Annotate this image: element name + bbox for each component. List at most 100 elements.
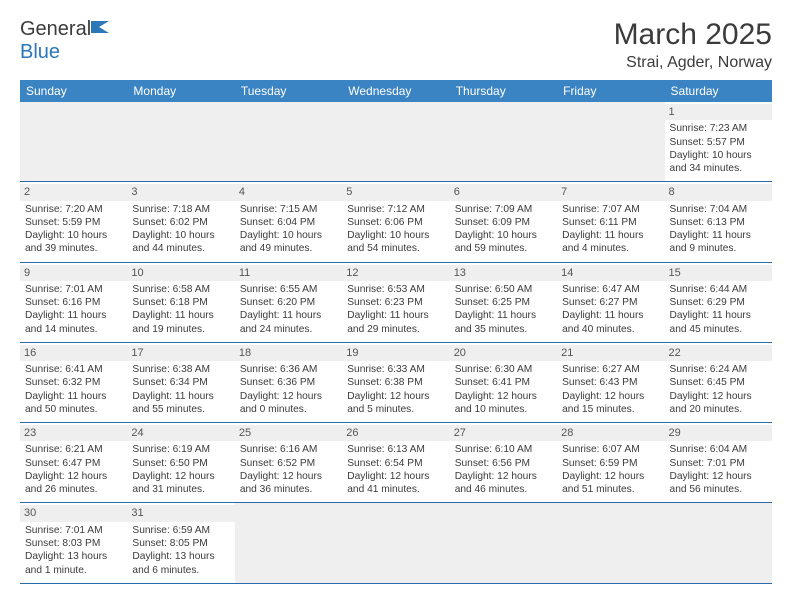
cell-daylight: Daylight: 12 hours and 36 minutes. [240,470,337,497]
calendar-cell [450,102,557,182]
calendar-cell: 12Sunrise: 6:53 AMSunset: 6:23 PMDayligh… [342,262,449,342]
cell-daylight: Daylight: 12 hours and 15 minutes. [562,390,659,417]
calendar-cell [127,102,234,182]
calendar-cell: 8Sunrise: 7:04 AMSunset: 6:13 PMDaylight… [665,182,772,262]
cell-sunrise: Sunrise: 7:12 AM [347,203,444,216]
calendar-cell: 28 Sunrise: 6:07 AMSunset: 6:59 PMDayligh… [557,423,664,503]
calendar-cell: 22Sunrise: 6:24 AMSunset: 6:45 PMDayligh… [665,342,772,422]
cell-daylight: Daylight: 10 hours and 34 minutes. [670,149,767,176]
day-number: 4 [235,184,342,200]
calendar-cell: 17Sunrise: 6:38 AMSunset: 6:34 PMDayligh… [127,342,234,422]
cell-sunset: Sunset: 6:59 PM [562,457,659,470]
cell-sunset: Sunset: 6:45 PM [670,376,767,389]
calendar-cell: 1Sunrise: 7:23 AMSunset: 5:57 PMDaylight… [665,102,772,182]
day-number: 13 [450,265,557,281]
cell-sunset: Sunset: 6:34 PM [132,376,229,389]
day-number: 29 [665,425,772,441]
calendar-cell: 15Sunrise: 6:44 AMSunset: 6:29 PMDayligh… [665,262,772,342]
cell-sunset: Sunset: 6:32 PM [25,376,122,389]
calendar-cell: 13Sunrise: 6:50 AMSunset: 6:25 PMDayligh… [450,262,557,342]
day-number: 19 [342,345,449,361]
calendar-cell: 23Sunrise: 6:21 AMSunset: 6:47 PMDayligh… [20,423,127,503]
day-number: 11 [235,265,342,281]
cell-sunrise: Sunrise: 6:07 AM [562,443,659,456]
weekday-header: Saturday [665,80,772,102]
cell-sunset: Sunset: 6:38 PM [347,376,444,389]
cell-daylight: Daylight: 11 hours and 55 minutes. [132,390,229,417]
cell-sunrise: Sunrise: 7:15 AM [240,203,337,216]
cell-sunrise: Sunrise: 6:55 AM [240,283,337,296]
cell-sunset: Sunset: 6:29 PM [670,296,767,309]
cell-sunrise: Sunrise: 6:24 AM [670,363,767,376]
calendar-cell: 9Sunrise: 7:01 AMSunset: 6:16 PMDaylight… [20,262,127,342]
cell-sunset: Sunset: 5:59 PM [25,216,122,229]
calendar-cell: 24Sunrise: 6:19 AMSunset: 6:50 PMDayligh… [127,423,234,503]
cell-daylight: Daylight: 12 hours and 10 minutes. [455,390,552,417]
cell-daylight: Daylight: 12 hours and 51 minutes. [562,470,659,497]
calendar-cell: 31Sunrise: 6:59 AMSunset: 8:05 PMDayligh… [127,503,234,583]
cell-sunset: Sunset: 6:52 PM [240,457,337,470]
calendar-week-row: 1Sunrise: 7:23 AMSunset: 5:57 PMDaylight… [20,102,772,182]
cell-sunrise: Sunrise: 7:23 AM [670,122,767,135]
weekday-header: Monday [127,80,234,102]
cell-daylight: Daylight: 11 hours and 19 minutes. [132,309,229,336]
cell-sunrise: Sunrise: 6:30 AM [455,363,552,376]
cell-daylight: Daylight: 11 hours and 9 minutes. [670,229,767,256]
cell-sunset: Sunset: 6:56 PM [455,457,552,470]
cell-daylight: Daylight: 12 hours and 41 minutes. [347,470,444,497]
weekday-header: Thursday [450,80,557,102]
cell-sunset: Sunset: 6:47 PM [25,457,122,470]
calendar-cell [557,102,664,182]
cell-sunrise: Sunrise: 7:01 AM [25,283,122,296]
cell-sunset: Sunset: 6:16 PM [25,296,122,309]
day-number: 24 [127,425,234,441]
flag-icon [91,18,113,41]
page-title: March 2025 [614,18,772,52]
calendar-cell: 26Sunrise: 6:13 AMSunset: 6:54 PMDayligh… [342,423,449,503]
day-number: 9 [20,265,127,281]
day-number: 6 [450,184,557,200]
cell-daylight: Daylight: 11 hours and 40 minutes. [562,309,659,336]
cell-sunset: Sunset: 8:05 PM [132,537,229,550]
cell-daylight: Daylight: 10 hours and 54 minutes. [347,229,444,256]
cell-sunset: Sunset: 6:41 PM [455,376,552,389]
calendar-cell [342,102,449,182]
cell-sunrise: Sunrise: 6:36 AM [240,363,337,376]
day-number: 25 [235,425,342,441]
cell-sunrise: Sunrise: 6:10 AM [455,443,552,456]
calendar-cell: 14Sunrise: 6:47 AMSunset: 6:27 PMDayligh… [557,262,664,342]
cell-sunset: Sunset: 5:57 PM [670,136,767,149]
calendar-cell [665,503,772,583]
day-number: 21 [557,345,664,361]
calendar-cell [450,503,557,583]
cell-sunrise: Sunrise: 7:04 AM [670,203,767,216]
cell-sunset: Sunset: 6:09 PM [455,216,552,229]
cell-daylight: Daylight: 12 hours and 5 minutes. [347,390,444,417]
day-number: 2 [20,184,127,200]
cell-daylight: Daylight: 10 hours and 44 minutes. [132,229,229,256]
cell-sunset: Sunset: 6:23 PM [347,296,444,309]
header: General Blue March 2025 Strai, Agder, No… [20,18,772,72]
calendar-cell: 30Sunrise: 7:01 AMSunset: 8:03 PMDayligh… [20,503,127,583]
calendar-cell: 10Sunrise: 6:58 AMSunset: 6:18 PMDayligh… [127,262,234,342]
logo-text-2: Blue [20,41,60,63]
calendar-cell: 6Sunrise: 7:09 AMSunset: 6:09 PMDaylight… [450,182,557,262]
cell-sunrise: Sunrise: 6:47 AM [562,283,659,296]
weekday-header: Sunday [20,80,127,102]
calendar-cell: 3Sunrise: 7:18 AMSunset: 6:02 PMDaylight… [127,182,234,262]
cell-sunrise: Sunrise: 6:41 AM [25,363,122,376]
day-number: 18 [235,345,342,361]
calendar-cell: 2Sunrise: 7:20 AMSunset: 5:59 PMDaylight… [20,182,127,262]
calendar-week-row: 23Sunrise: 6:21 AMSunset: 6:47 PMDayligh… [20,423,772,503]
calendar-cell [20,102,127,182]
cell-daylight: Daylight: 10 hours and 49 minutes. [240,229,337,256]
day-number: 5 [342,184,449,200]
logo-text-1: General [20,18,91,40]
calendar-week-row: 16 Sunrise: 6:41 AMSunset: 6:32 PM Dayligh… [20,342,772,422]
day-number: 20 [450,345,557,361]
day-number: 30 [20,505,127,521]
day-number: 28 [557,425,664,441]
day-number: 16 [20,345,127,361]
cell-sunrise: Sunrise: 6:13 AM [347,443,444,456]
cell-sunrise: Sunrise: 7:09 AM [455,203,552,216]
